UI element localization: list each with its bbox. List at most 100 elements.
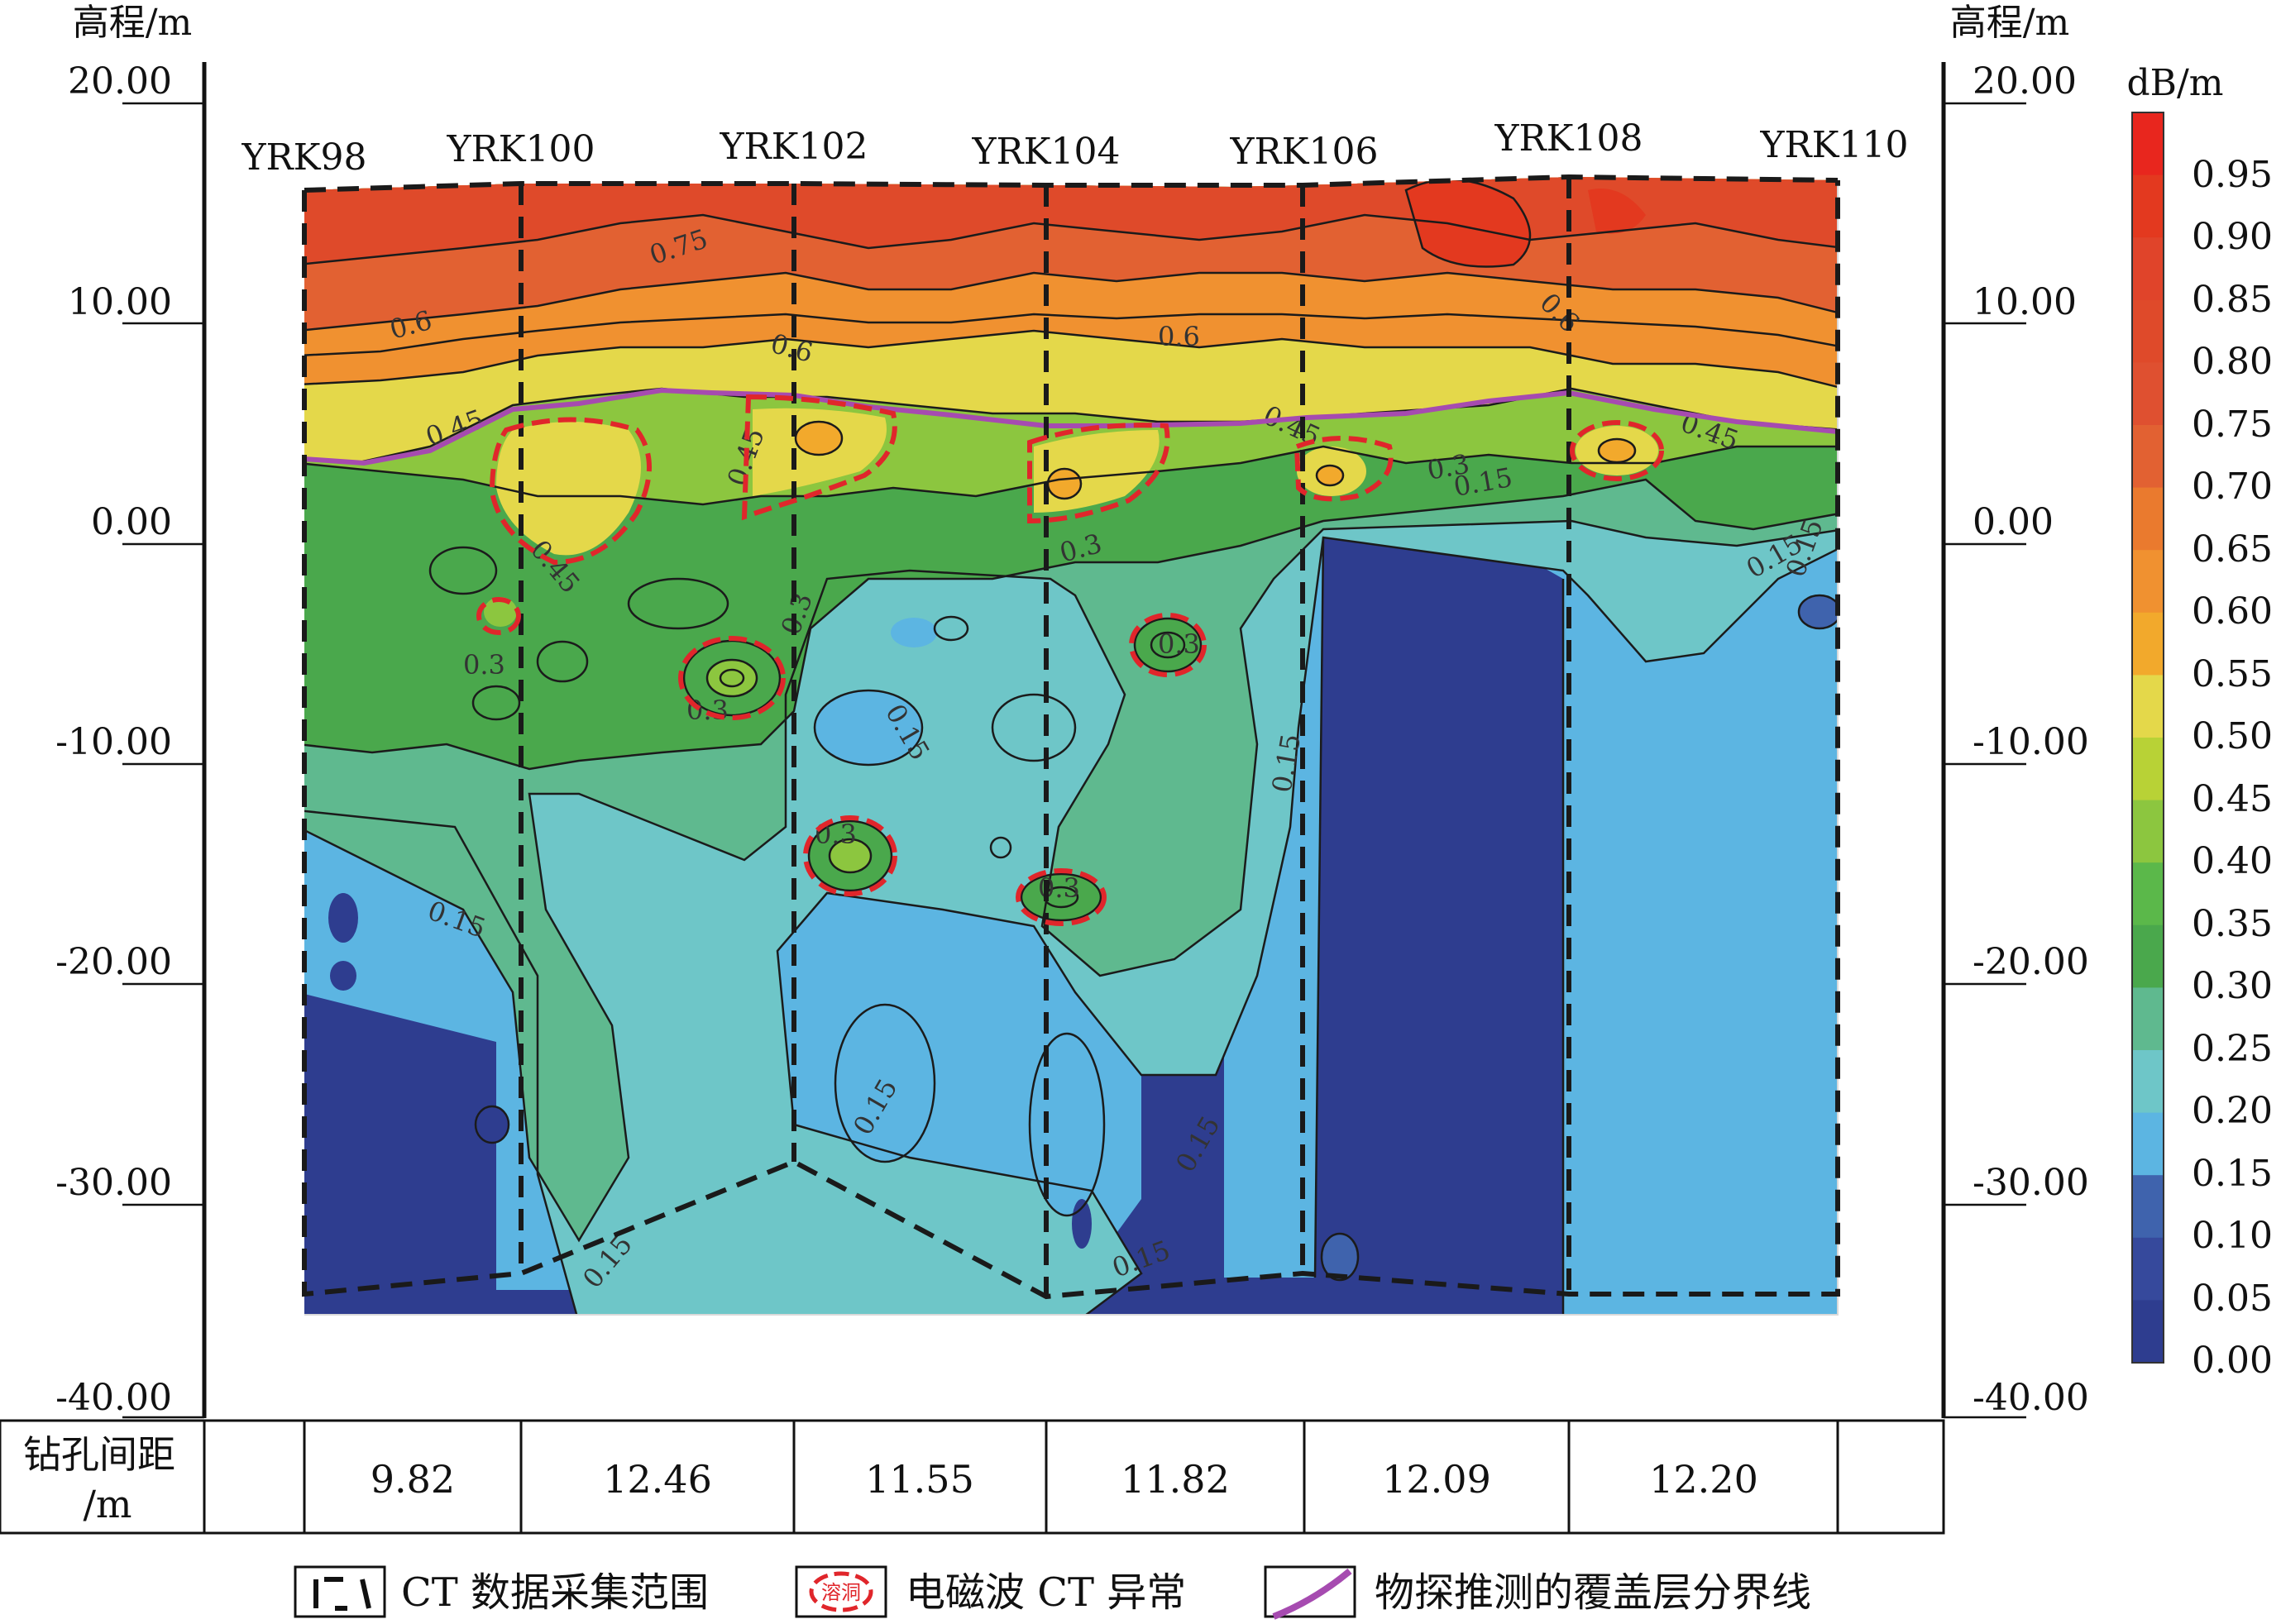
anomaly-outline — [1027, 423, 1170, 524]
colorbar-swatch — [2132, 738, 2164, 801]
legend-item-anomaly: 溶洞 电磁波 CT 异常 — [795, 1565, 1186, 1618]
spacing-table-unit: /m — [83, 1482, 132, 1526]
colorbar-swatch — [2132, 1300, 2164, 1364]
colorbar-label: 0.85 — [2192, 279, 2273, 321]
colorbar-swatch — [2132, 174, 2164, 238]
anomaly-outline — [1016, 868, 1107, 926]
anomaly-outline-icon — [809, 1571, 873, 1612]
dashed-rectangle-icon — [313, 1577, 371, 1611]
spacing-value: 11.82 — [1121, 1457, 1230, 1502]
colorbar-swatches — [2132, 112, 2164, 1364]
right-tick-label: 10.00 — [1973, 281, 2077, 323]
spacing-value: 12.20 — [1649, 1457, 1758, 1502]
low-pocket — [891, 618, 937, 647]
colorbar-label: 0.15 — [2192, 1153, 2273, 1195]
left-axis-unit: 高程/m — [73, 2, 193, 44]
colorbar-swatch — [2132, 425, 2164, 489]
colorbar-swatch — [2132, 862, 2164, 926]
spacing-value: 9.82 — [371, 1457, 455, 1502]
very-low-pocket — [330, 961, 356, 991]
left-tick-label: -30.00 — [55, 1162, 172, 1204]
low-pocket — [835, 1005, 935, 1162]
low-pocket — [992, 695, 1075, 761]
contour-label: 0.3 — [1158, 628, 1200, 660]
colorbar-swatch — [2132, 987, 2164, 1051]
anomaly-outline — [803, 815, 897, 896]
contour-label: 0.6 — [1158, 321, 1200, 352]
very-low-pocket — [476, 1106, 509, 1143]
right-tick-label: -40.00 — [1973, 1377, 2089, 1419]
left-tick-label: 0.00 — [91, 501, 172, 543]
right-tick-label: -20.00 — [1973, 941, 2089, 983]
left-axis-ticks — [122, 102, 204, 1419]
colorbar-swatch — [2132, 487, 2164, 551]
spacing-table-header: 钻孔间距 — [23, 1432, 175, 1477]
left-tick-label: 10.00 — [68, 281, 172, 323]
colorbar-label: 0.35 — [2192, 903, 2273, 945]
borehole-label: YRK106 — [1229, 131, 1378, 173]
colorbar-label: 0.05 — [2192, 1278, 2273, 1320]
legend-item-boundary: 物探推测的覆盖层分界线 — [1264, 1565, 1811, 1620]
colorbar-label: 0.80 — [2192, 341, 2273, 383]
legend-item-ct-range: CT 数据采集范围 — [294, 1565, 709, 1618]
ct-acquisition-range — [302, 174, 1840, 1300]
overburden-boundary-line — [304, 387, 1839, 466]
em-ct-anomalies — [476, 394, 1664, 926]
legend-label: 物探推测的覆盖层分界线 — [1375, 1569, 1811, 1616]
borehole-label: YRK100 — [446, 128, 595, 170]
colorbar-label: 0.50 — [2192, 715, 2273, 757]
borehole-label: YRK108 — [1494, 117, 1643, 160]
colorbar-label: 0.65 — [2192, 528, 2273, 571]
colorbar-swatch — [2132, 1050, 2164, 1114]
contour-label: 0.3 — [463, 649, 505, 681]
contour-lines — [304, 178, 1838, 1315]
colorbar-swatch — [2132, 550, 2164, 614]
attenuation-patch-high — [1588, 189, 1646, 234]
colorbar-swatch — [2132, 924, 2164, 988]
colorbar-label: 0.20 — [2192, 1090, 2273, 1132]
borehole-label: YRK110 — [1759, 124, 1908, 166]
borehole-spacing-table: 钻孔间距 /m 9.82 12.46 11.55 11.82 12.09 12.… — [0, 1419, 1945, 1535]
anomaly-core — [1599, 439, 1635, 462]
colorbar-swatch — [2132, 612, 2164, 676]
anomaly-core — [830, 839, 871, 872]
right-elevation-axis: 高程/m 20.00 10.00 0.00 -10.00 -20.00 -30.… — [1941, 2, 2089, 1419]
right-tick-label: 20.00 — [1973, 60, 2077, 103]
colorbar-label: 0.25 — [2192, 1028, 2273, 1070]
colorbar-label: 0.10 — [2192, 1215, 2273, 1257]
left-tick-label: -40.00 — [55, 1377, 172, 1419]
anomaly-icon-text: 溶洞 — [821, 1581, 861, 1604]
right-tick-label: 0.00 — [1973, 501, 2054, 543]
anomaly-outline — [1570, 420, 1664, 481]
spacing-value: 12.09 — [1382, 1457, 1491, 1502]
right-axis-unit: 高程/m — [1950, 2, 2070, 44]
anomaly-body — [496, 422, 641, 556]
contour-label: 0.3 — [815, 819, 857, 850]
left-tick-label: 20.00 — [68, 60, 172, 103]
anomaly-core — [1048, 469, 1081, 499]
low-pocket — [1799, 595, 1838, 628]
colorbar-label: 0.90 — [2192, 216, 2273, 258]
colorbar-swatch — [2132, 1112, 2164, 1176]
spacing-value: 11.55 — [865, 1457, 974, 1502]
colorbar-label: 0.75 — [2192, 404, 2273, 446]
colorbar-swatch — [2132, 675, 2164, 738]
colorbar-swatch — [2132, 112, 2164, 176]
anomaly-outline — [741, 394, 897, 521]
low-pocket — [815, 690, 922, 765]
colorbar-swatch — [2132, 299, 2164, 363]
ct-tomography-plot: 0.75 0.6 0.6 0.6 0.6 0.45 0.45 0.45 0.45… — [304, 177, 1838, 1315]
colorbar-label: 0.60 — [2192, 590, 2273, 633]
attenuation-patch-high — [1406, 179, 1530, 267]
legend-label: 电磁波 CT 异常 — [906, 1569, 1186, 1616]
colorbar-unit: dB/m — [2126, 62, 2223, 104]
very-low-pocket — [328, 893, 358, 943]
colorbar-label: 0.95 — [2192, 154, 2273, 196]
left-tick-label: -10.00 — [55, 721, 172, 763]
borehole-label: YRK98 — [241, 136, 366, 179]
colorbar-swatch — [2132, 800, 2164, 863]
right-tick-label: -30.00 — [1973, 1162, 2089, 1204]
contour-label: 0.3 — [1425, 448, 1472, 486]
